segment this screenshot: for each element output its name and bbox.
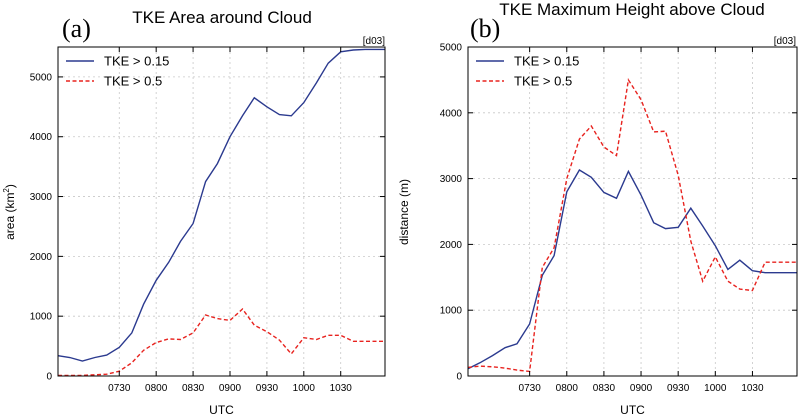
- x-tick-label: 0800: [556, 383, 579, 394]
- y-axis-label-close: ): [3, 184, 17, 188]
- domain-tag: [d03]: [774, 36, 796, 47]
- x-tick-label: 0730: [108, 383, 131, 394]
- y-tick-label: 0: [456, 372, 462, 383]
- plot-frame: [467, 46, 798, 377]
- chart-panel-b: 0730 0800 0830 0900 0930 1000 1030 0 1000 2000 300…: [397, 0, 798, 417]
- x-tick-label: 0800: [145, 383, 168, 394]
- y-axis-label-superscript: 2: [2, 188, 11, 193]
- y-tick-label: 1000: [440, 306, 463, 317]
- series-line-tke-0-5: [58, 307, 385, 377]
- domain-tag: [d03]: [363, 36, 385, 47]
- series-line-tke-0-15: [467, 169, 797, 370]
- y-axis-label-main: area (km: [3, 193, 17, 240]
- y-tick-label: 1000: [30, 312, 53, 323]
- x-tick-label: 0900: [219, 383, 242, 394]
- y-axis-label: area (km2): [2, 184, 17, 240]
- panel-label: (b): [470, 14, 500, 43]
- x-tick-label: 0830: [593, 383, 616, 394]
- panel-label: (a): [62, 14, 91, 43]
- x-axis-label: UTC: [620, 403, 645, 417]
- x-tick-label: 0830: [182, 383, 205, 394]
- chart-title: TKE Area around Cloud: [132, 8, 312, 27]
- series-line-tke-0-15: [57, 48, 385, 362]
- y-tick-label: 4000: [30, 132, 53, 143]
- x-tick-label: 0930: [256, 383, 279, 394]
- chart-title: TKE Maximum Height above Cloud: [499, 0, 765, 19]
- chart-panel-a: 0730 0800 0830 0900 0930 1000 1030 0 1000 2000 300…: [2, 8, 386, 417]
- y-tick-label: 5000: [30, 72, 53, 83]
- x-tick-label: 1030: [741, 383, 764, 394]
- legend-label: TKE > 0.15: [514, 54, 579, 69]
- legend-label: TKE > 0.5: [104, 74, 162, 89]
- x-tick-label: 0730: [519, 383, 542, 394]
- y-tick-label: 0: [46, 372, 52, 383]
- y-tick-label: 4000: [440, 108, 463, 119]
- legend-label: TKE > 0.5: [514, 74, 572, 89]
- y-tick-label: 2000: [440, 240, 463, 251]
- y-tick-label: 5000: [440, 43, 463, 54]
- y-tick-label: 3000: [30, 192, 53, 203]
- x-tick-label: 1000: [704, 383, 727, 394]
- series-line-tke-0-5: [467, 77, 797, 373]
- y-axis-label: distance (m): [397, 179, 411, 245]
- plot-frame: [57, 46, 386, 377]
- x-tick-label: 1000: [293, 383, 316, 394]
- y-tick-label: 2000: [30, 252, 53, 263]
- x-axis-label: UTC: [209, 403, 234, 417]
- y-tick-label: 3000: [440, 174, 463, 185]
- legend-label: TKE > 0.15: [104, 54, 169, 69]
- x-tick-label: 1030: [330, 383, 353, 394]
- x-tick-label: 0900: [630, 383, 653, 394]
- x-tick-label: 0930: [667, 383, 690, 394]
